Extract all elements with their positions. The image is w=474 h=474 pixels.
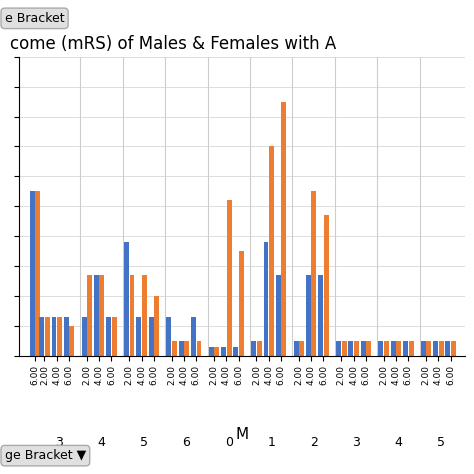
Bar	[166, 317, 172, 356]
Bar	[129, 275, 135, 356]
Bar	[142, 275, 147, 356]
Bar	[57, 317, 62, 356]
Bar	[52, 317, 56, 356]
Bar	[87, 275, 92, 356]
Bar	[39, 317, 44, 356]
Text: 1: 1	[267, 436, 275, 449]
Bar	[282, 102, 286, 356]
Bar	[45, 317, 50, 356]
Text: 0: 0	[225, 436, 233, 449]
X-axis label: M: M	[235, 427, 248, 442]
Bar	[239, 251, 244, 356]
Bar	[451, 340, 456, 356]
Bar	[149, 317, 154, 356]
Bar	[64, 317, 69, 356]
Bar	[378, 340, 383, 356]
Bar	[106, 317, 111, 356]
Bar	[366, 340, 371, 356]
Bar	[154, 296, 159, 356]
Bar	[221, 346, 226, 356]
Bar	[396, 340, 401, 356]
Text: 6: 6	[182, 436, 191, 449]
Bar	[336, 340, 341, 356]
Text: come (mRS) of Males & Females with A: come (mRS) of Males & Females with A	[10, 35, 336, 53]
Bar	[94, 275, 99, 356]
Bar	[391, 340, 396, 356]
Bar	[299, 340, 304, 356]
Bar	[251, 340, 256, 356]
Text: ge Bracket ▼: ge Bracket ▼	[5, 449, 86, 462]
Bar	[276, 275, 281, 356]
Bar	[179, 340, 183, 356]
Bar	[233, 346, 238, 356]
Bar	[433, 340, 438, 356]
Bar	[439, 340, 444, 356]
Bar	[294, 340, 299, 356]
Bar	[361, 340, 365, 356]
Bar	[409, 340, 413, 356]
Bar	[348, 340, 353, 356]
Bar	[403, 340, 408, 356]
Bar	[137, 317, 141, 356]
Bar	[227, 200, 232, 356]
Text: 5: 5	[437, 436, 445, 449]
Bar	[82, 317, 87, 356]
Bar	[214, 346, 219, 356]
Bar	[184, 340, 189, 356]
Text: 4: 4	[98, 436, 106, 449]
Text: 2: 2	[310, 436, 318, 449]
Bar	[421, 340, 426, 356]
Bar	[311, 191, 317, 356]
Text: e Bracket: e Bracket	[5, 12, 64, 25]
Bar	[30, 191, 35, 356]
Bar	[257, 340, 262, 356]
Bar	[318, 275, 323, 356]
Bar	[446, 340, 450, 356]
Bar	[384, 340, 389, 356]
Text: 5: 5	[140, 436, 148, 449]
Text: 3: 3	[55, 436, 63, 449]
Bar	[354, 340, 359, 356]
Bar	[197, 340, 201, 356]
Bar	[427, 340, 431, 356]
Bar	[100, 275, 104, 356]
Bar	[172, 340, 177, 356]
Bar	[69, 326, 74, 356]
Bar	[269, 146, 274, 356]
Bar	[342, 340, 346, 356]
Bar	[209, 346, 214, 356]
Text: 3: 3	[352, 436, 360, 449]
Bar	[112, 317, 117, 356]
Bar	[306, 275, 311, 356]
Bar	[324, 215, 328, 356]
Bar	[191, 317, 196, 356]
Bar	[124, 242, 129, 356]
Bar	[264, 242, 268, 356]
Text: 4: 4	[394, 436, 402, 449]
Bar	[35, 191, 39, 356]
